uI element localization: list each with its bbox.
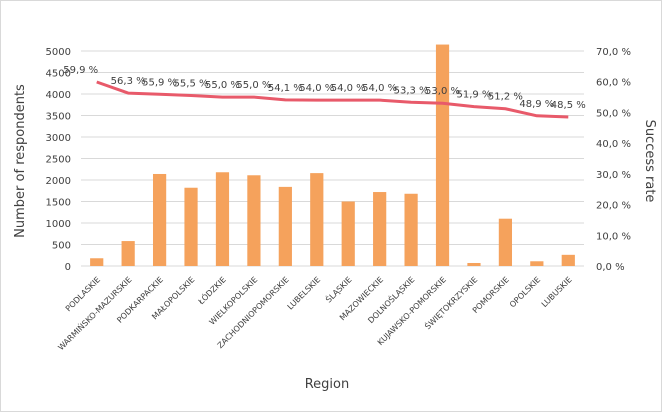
bar (373, 192, 387, 266)
left-tick-label: 4000 (46, 90, 71, 101)
bar (530, 261, 544, 266)
line-data-label: 55,5 % (174, 79, 209, 90)
x-tick-label: OPOLSKIE (508, 275, 542, 309)
line-series (96, 80, 569, 119)
right-tick-label: 0,0 % (596, 262, 625, 273)
bar (184, 187, 198, 266)
left-axis-title: Number of respondents (13, 84, 28, 238)
x-tick-label: LUBUSKIE (540, 275, 574, 309)
line-data-label: 48,5 % (551, 100, 586, 111)
right-axis-ticks: 0,0 % 10,0 % 20,0 % 30,0 % 40,0 % 50,0 % 60,0 … (596, 47, 631, 273)
line-data-label: 54,0 % (299, 83, 334, 94)
bar (310, 173, 324, 266)
line-data-label: 48,9 % (519, 99, 554, 110)
bar (215, 172, 230, 266)
line-data-label: 53,3 % (394, 85, 429, 96)
x-tick-label: LUBELSKIE (286, 275, 323, 312)
left-tick-label: 1000 (46, 219, 71, 230)
line-data-label: 54,0 % (331, 83, 366, 94)
bar (152, 173, 167, 266)
line-data-label: 59,9 % (63, 65, 98, 76)
right-tick-label: 50,0 % (596, 108, 631, 119)
bar (404, 193, 418, 266)
right-tick-label: 30,0 % (596, 170, 631, 181)
x-tick-label: ŚWIĘTOKRZYSKIE (422, 274, 480, 332)
right-tick-label: 20,0 % (596, 201, 631, 212)
x-tick-label: ŁÓDZKIE (195, 274, 228, 307)
right-axis-title: Success rate (642, 120, 657, 203)
bar (561, 254, 575, 266)
left-tick-label: 5000 (46, 47, 71, 58)
line-data-label: 54,0 % (362, 83, 397, 94)
bar (435, 44, 450, 266)
left-tick-label: 3500 (46, 112, 71, 123)
left-tick-label: 4500 (46, 69, 71, 80)
left-tick-label: 0 (65, 262, 71, 273)
bar (278, 186, 292, 266)
right-tick-label: 10,0 % (596, 231, 631, 242)
bar (498, 218, 513, 266)
line-data-label: 56,3 % (111, 76, 146, 87)
left-axis-ticks: 0 500 1000 1500 2000 2500 3000 3500 4000 4500 5000 (46, 47, 71, 273)
left-tick-label: 3000 (46, 133, 71, 144)
x-axis-ticks: PODLASKIEWARMIŃSKO-MAZURSKIEPODKARPACKIE… (55, 274, 574, 353)
line-data-label: 51,2 % (488, 92, 523, 103)
line-data-labels: 59,9 %56,3 %55,9 %55,5 %55,0 %55,0 %54,1… (63, 65, 586, 111)
line-data-label: 55,0 % (205, 80, 240, 91)
bar (90, 258, 104, 266)
bar (247, 175, 261, 266)
right-tick-label: 40,0 % (596, 139, 631, 150)
bar (121, 241, 135, 266)
line-data-label: 55,9 % (142, 77, 177, 88)
line-data-label: 55,0 % (236, 80, 271, 91)
x-axis-title: Region (305, 377, 350, 392)
line-data-label: 53,0 % (425, 86, 460, 97)
bar-series (90, 44, 575, 266)
success-rate-line (96, 80, 569, 119)
right-tick-label: 60,0 % (596, 78, 631, 89)
line-data-label: 54,1 % (268, 83, 303, 94)
right-tick-label: 70,0 % (596, 47, 631, 58)
bar (341, 201, 355, 266)
left-tick-label: 2000 (46, 176, 71, 187)
x-tick-label: ŚLĄSKIE (323, 274, 354, 305)
line-data-label: 51,9 % (456, 90, 491, 101)
bar (467, 262, 481, 266)
left-tick-label: 500 (52, 241, 71, 252)
left-tick-label: 1500 (46, 198, 71, 209)
left-tick-label: 2500 (46, 155, 71, 166)
